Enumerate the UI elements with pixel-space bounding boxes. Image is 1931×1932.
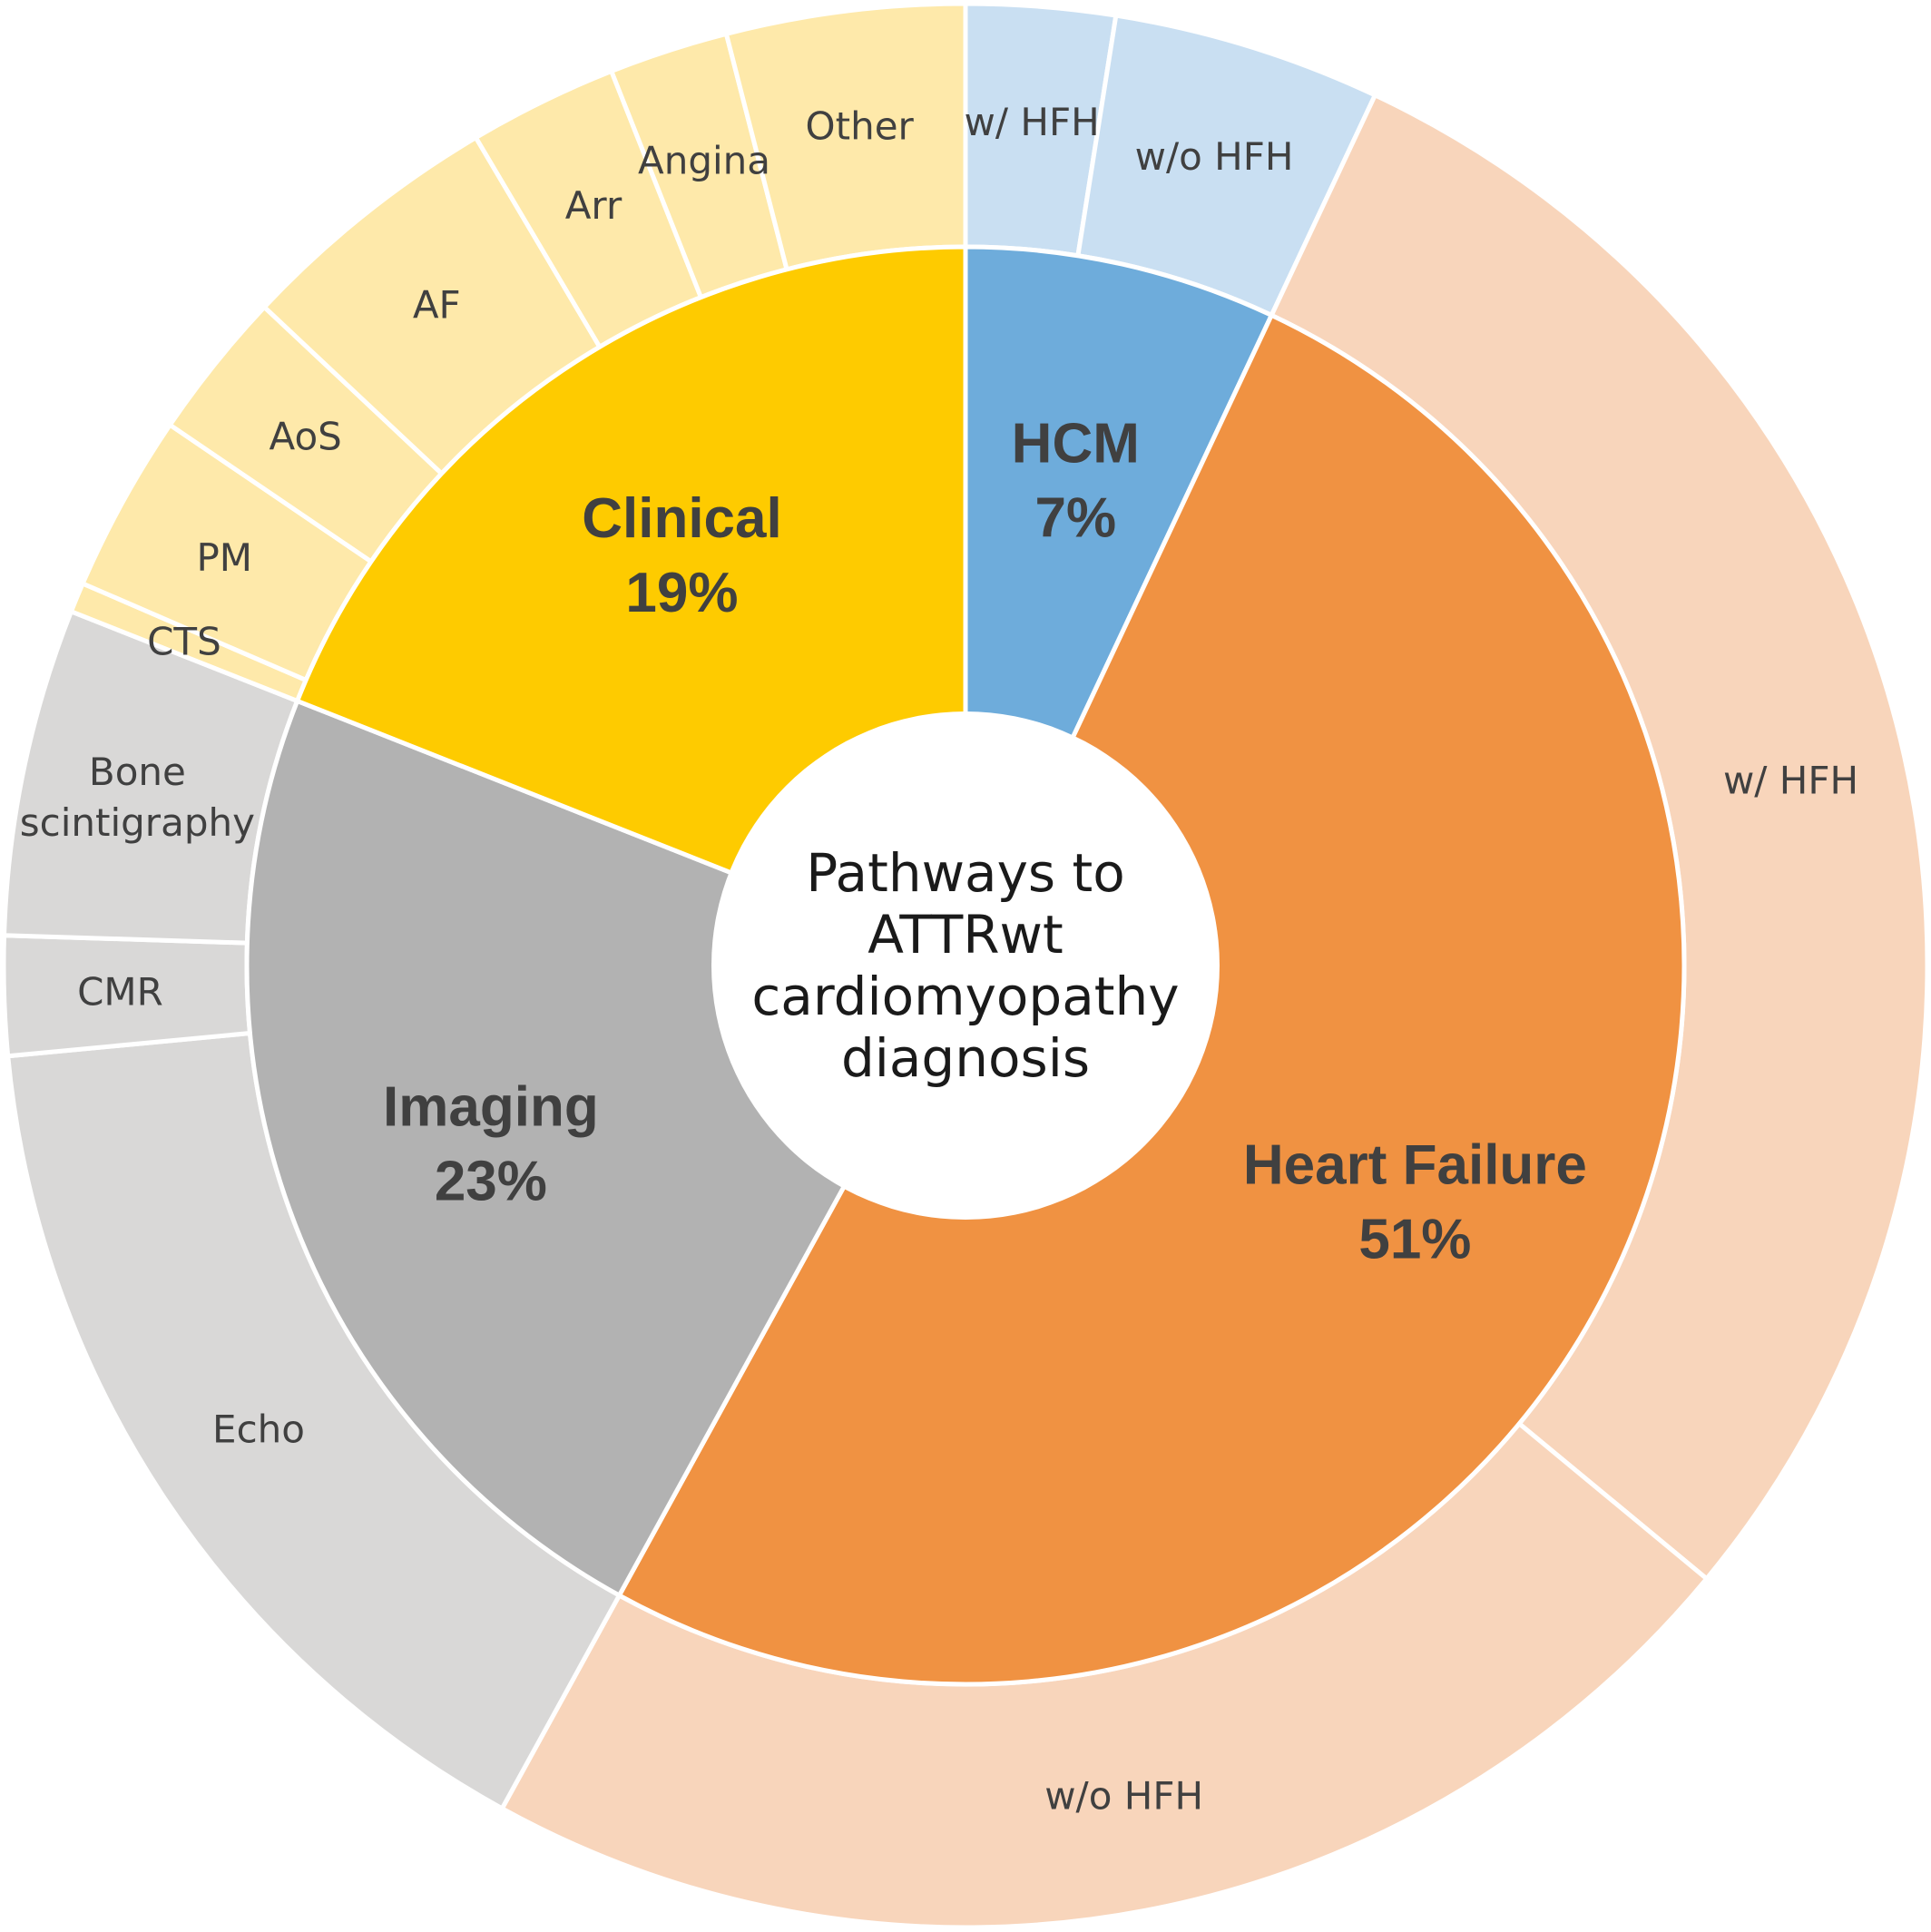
outer-label-clinical-angina: Angina <box>638 139 770 183</box>
outer-label-imaging-bone-scintigraphy: Bone scintigraphy <box>20 750 255 845</box>
outer-label-heart-failure-w-hfh: w/ HFH <box>1723 759 1858 803</box>
outer-label-clinical-arr: Arr <box>565 183 622 228</box>
segment-labels: HCM 7% Heart Failure 51% Imaging 23% Clinical 1… <box>20 100 1858 1819</box>
inner-label-clinical: Clinical 19% <box>582 487 782 624</box>
inner-label-heart-failure: Heart Failure 51% <box>1243 1133 1587 1270</box>
center-circle <box>711 711 1220 1220</box>
outer-label-hcm-w-hfh: w/ HFH <box>965 100 1100 144</box>
inner-ring <box>244 244 1687 1687</box>
outer-label-clinical-aos: AoS <box>269 414 341 458</box>
inner-label-hcm: HCM 7% <box>1012 412 1140 549</box>
inner-label-imaging: Imaging 23% <box>383 1075 599 1212</box>
outer-label-heart-failure-w-o-hfh: w/o HFH <box>1044 1773 1203 1818</box>
outer-label-clinical-pm: PM <box>196 535 252 580</box>
outer-label-imaging-cmr: CMR <box>77 969 163 1014</box>
outer-label-hcm-w-o-hfh: w/o HFH <box>1135 134 1294 179</box>
center-label: Pathways to ATTRwt cardiomyopathy diagnosis <box>751 842 1179 1089</box>
outer-label-clinical-cts: CTS <box>147 619 221 663</box>
outer-label-imaging-echo: Echo <box>212 1407 305 1452</box>
outer-label-clinical-af: AF <box>413 283 461 328</box>
outer-label-clinical-other: Other <box>806 103 915 148</box>
